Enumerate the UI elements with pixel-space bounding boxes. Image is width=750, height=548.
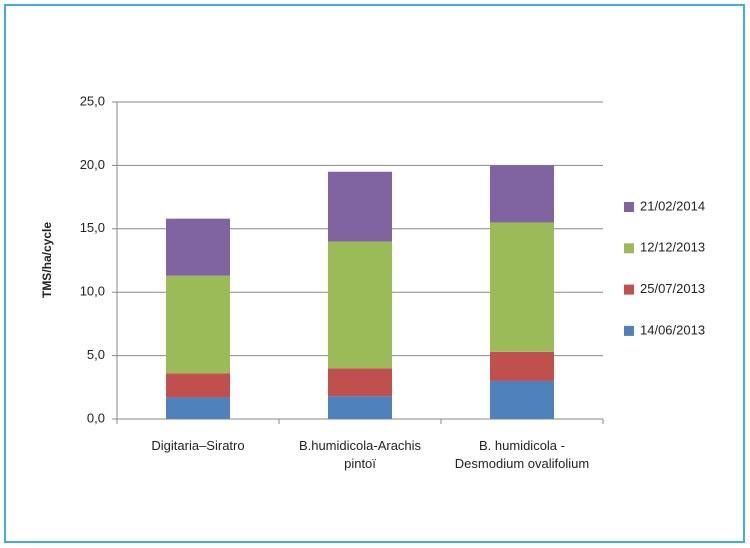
legend-label: 14/06/2013: [640, 322, 705, 337]
bar-segment: [166, 397, 230, 419]
legend-label: 25/07/2013: [640, 281, 705, 296]
bar-segment: [166, 373, 230, 398]
legend-label: 12/12/2013: [640, 240, 705, 255]
bar-segment: [490, 165, 554, 223]
bar-segment: [328, 171, 392, 242]
y-tick-label: 15,0: [80, 220, 105, 235]
bar-segment: [328, 368, 392, 397]
y-tick-label: 0,0: [87, 410, 105, 425]
x-tick-label: B.humidicola-Arachis pintoï: [298, 438, 422, 471]
y-tick-label: 20,0: [80, 157, 105, 172]
bar-segment: [328, 241, 392, 369]
bar-segment: [490, 380, 554, 419]
bar-segment: [490, 351, 554, 381]
x-tick-label: Digitaria–Siratro: [151, 438, 245, 453]
legend-label: 21/02/2014: [640, 198, 705, 213]
y-tick-label: 25,0: [80, 93, 105, 108]
frame: [4, 4, 745, 543]
x-tick-label: B. humidicola - Desmodium ovalifolium: [454, 438, 590, 471]
y-axis-label: TMS/ha/cycle: [40, 222, 54, 298]
y-tick-label: 10,0: [80, 284, 105, 299]
bar-segment: [166, 275, 230, 374]
y-tick-label: 5,0: [87, 347, 105, 362]
legend-swatch: [624, 202, 634, 212]
legend-swatch: [624, 243, 634, 254]
legend-swatch: [624, 325, 634, 336]
bar-segment: [490, 222, 554, 352]
bar-segment: [328, 396, 392, 419]
bar-segment: [166, 218, 230, 276]
legend-swatch: [624, 284, 634, 295]
